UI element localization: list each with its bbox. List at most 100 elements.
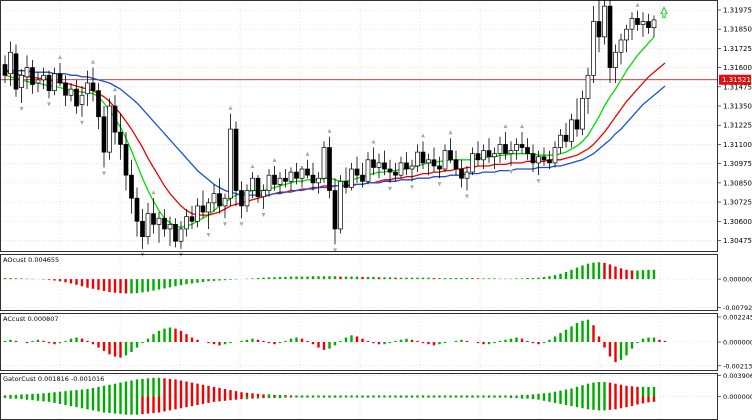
candle[interactable] [602,0,607,45]
candle[interactable] [536,150,541,176]
candle[interactable] [651,15,657,37]
candle[interactable] [123,132,129,191]
candle[interactable] [272,165,277,191]
candle[interactable] [398,156,404,179]
candle[interactable] [365,152,371,185]
candle[interactable] [343,167,349,194]
candle[interactable] [35,72,41,93]
candle[interactable] [107,98,112,160]
candle[interactable] [316,172,321,194]
candle[interactable] [547,150,552,170]
candle[interactable] [349,162,354,191]
candle[interactable] [24,55,30,90]
candle[interactable] [409,159,415,182]
candle[interactable] [591,6,596,83]
candle[interactable] [387,159,393,183]
candle[interactable] [453,150,459,176]
candle[interactable] [310,162,316,191]
candle[interactable] [57,63,63,87]
indicator-pane-3[interactable]: GatorCust 0.001816 -0.001016 0.003906 0.00… [0,372,752,415]
candle[interactable] [354,156,360,183]
candle[interactable] [640,12,646,37]
candle[interactable] [382,150,387,176]
candle[interactable] [96,82,101,130]
candle[interactable] [255,175,261,203]
candle[interactable] [431,147,437,173]
candle[interactable] [184,208,189,237]
candle[interactable] [162,208,167,237]
candle[interactable] [530,144,536,173]
candle[interactable] [338,175,343,234]
candle[interactable] [299,165,305,188]
candle[interactable] [321,141,327,183]
candle[interactable] [222,193,228,219]
candle[interactable] [613,44,618,83]
candle[interactable] [464,165,470,191]
indicator-pane-2[interactable]: ACcust 0.000807 0.0022451 0.000000 -0.00213… [0,313,752,370]
candle[interactable] [195,198,200,228]
candle[interactable] [563,122,569,148]
candle[interactable] [541,147,547,166]
candle[interactable] [167,216,173,246]
candle[interactable] [63,75,68,107]
candle[interactable] [52,67,57,96]
candle[interactable] [2,55,8,83]
candle[interactable] [244,184,250,213]
candle[interactable] [74,79,79,114]
candle[interactable] [404,152,409,176]
candle[interactable] [426,153,431,176]
candle[interactable] [360,162,365,188]
candle[interactable] [294,162,299,185]
candle[interactable] [574,98,580,137]
candle[interactable] [250,172,255,199]
candle[interactable] [85,70,90,107]
candle[interactable] [503,132,508,160]
candle[interactable] [607,0,613,83]
indicator-pane-1[interactable]: AOcust 0.004655 0.000000 -0.007925 [0,256,752,312]
candle[interactable] [624,24,629,53]
candle[interactable] [266,169,272,197]
candle[interactable] [19,69,24,103]
candle[interactable] [459,159,464,188]
candle[interactable] [145,202,151,245]
candle[interactable] [46,70,52,99]
candle[interactable] [30,59,35,94]
candle[interactable] [189,205,195,229]
candle[interactable] [239,181,244,219]
candle[interactable] [415,144,420,173]
candle[interactable] [151,198,156,234]
candle[interactable] [437,156,442,179]
candle[interactable] [497,136,503,163]
candle[interactable] [470,147,475,176]
candle[interactable] [552,141,558,168]
candle[interactable] [129,159,134,214]
candle[interactable] [525,138,530,160]
candle[interactable] [332,178,338,245]
candle[interactable] [393,162,398,182]
candle[interactable] [618,33,624,65]
candle[interactable] [233,121,239,206]
candle[interactable] [629,12,635,40]
candle[interactable] [635,10,640,31]
candle[interactable] [41,67,46,90]
candle[interactable] [519,132,525,154]
candle[interactable] [420,141,426,170]
candle[interactable] [475,141,481,166]
price-pane[interactable] [0,0,718,257]
candle[interactable] [217,178,222,214]
candle[interactable] [596,0,602,53]
candle[interactable] [118,113,123,160]
candle[interactable] [90,67,96,102]
candle[interactable] [448,138,453,163]
candle[interactable] [200,190,206,219]
candle[interactable] [569,113,574,148]
candle[interactable] [13,44,19,97]
candle[interactable] [277,172,283,194]
candle[interactable] [211,184,217,213]
candle[interactable] [228,113,233,206]
candle[interactable] [206,198,211,229]
candle[interactable] [178,221,184,249]
candle[interactable] [514,138,519,160]
